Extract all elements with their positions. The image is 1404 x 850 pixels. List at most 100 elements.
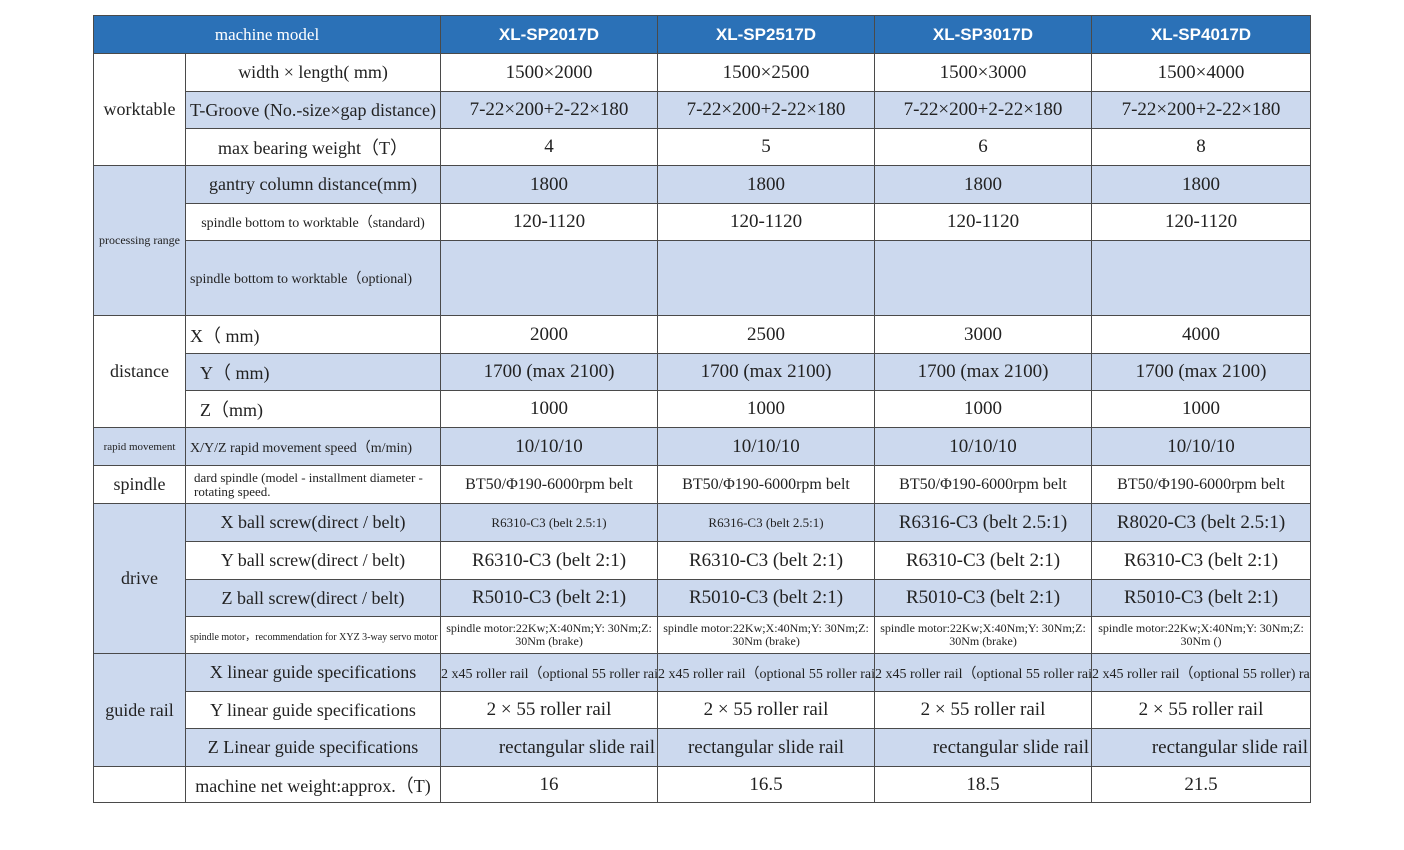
- category-empty: [93, 766, 186, 803]
- cell: 1000: [874, 390, 1093, 428]
- cell: 2 x45 roller rail（optional 55 roller rai…: [874, 653, 1093, 692]
- table-row: guide rail X linear guide specifications…: [93, 653, 1312, 767]
- cell: 10/10/10: [440, 427, 659, 466]
- category-drive: drive: [93, 503, 186, 654]
- table-row: rapid movement X/Y/Z rapid movement spee…: [93, 427, 1312, 466]
- cell: R6310-C3 (belt 2:1): [657, 541, 876, 580]
- cell: R6316-C3 (belt 2.5:1): [874, 503, 1093, 542]
- cell: 1500×2500: [657, 53, 876, 92]
- row-label: spindle motor，recommendation for XYZ 3-w…: [184, 616, 442, 654]
- table-row: Z（mm) 1000 1000 1000 1000: [94, 390, 1312, 428]
- cell: 1800: [440, 165, 659, 204]
- cell: R8020-C3 (belt 2.5:1): [1091, 503, 1312, 542]
- cell: 10/10/10: [874, 427, 1093, 466]
- table-row: Y（ mm) 1700 (max 2100) 1700 (max 2100) 1…: [94, 353, 1312, 391]
- row-label: Y linear guide specifications: [184, 691, 442, 729]
- cell: 2 × 55 roller rail: [1091, 691, 1312, 729]
- cell: 21.5: [1091, 766, 1312, 803]
- cell: 18.5: [874, 766, 1093, 803]
- cell: rectangular slide rail: [440, 728, 659, 767]
- table-row: machine net weight:approx.（T) 16 16.5 18…: [93, 766, 1312, 803]
- row-label: Y（ mm): [184, 353, 442, 391]
- cell: rectangular slide rail: [657, 728, 876, 767]
- header-row: machine model XL-SP2017D XL-SP2517D XL-S…: [92, 15, 1312, 54]
- table-row: spindle dard spindle (model - installmen…: [93, 465, 1312, 504]
- category-processing-range: processing range: [93, 165, 186, 316]
- cell: 1700 (max 2100): [1091, 353, 1312, 391]
- cell: R5010-C3 (belt 2:1): [1091, 579, 1312, 617]
- spec-table: machine model XL-SP2017D XL-SP2517D XL-S…: [92, 15, 1312, 803]
- cell: R5010-C3 (belt 2:1): [874, 579, 1093, 617]
- cell: R6316-C3 (belt 2.5:1): [657, 503, 876, 542]
- cell: rectangular slide rail: [874, 728, 1093, 767]
- cell: 7-22×200+2-22×180: [657, 91, 876, 129]
- cell: 1700 (max 2100): [440, 353, 659, 391]
- table-row: processing range gantry column distance(…: [93, 165, 1312, 316]
- table-row: T-Groove (No.-size×gap distance) 7-22×20…: [94, 91, 1312, 129]
- category-distance: distance: [93, 315, 186, 428]
- table-row: distance X（ mm) 2000 2500 3000 4000: [93, 315, 1312, 428]
- cell: 120-1120: [1091, 203, 1312, 241]
- cell: BT50/Φ190-6000rpm belt: [657, 465, 876, 504]
- row-label: Z ball screw(direct / belt): [184, 579, 442, 617]
- table-row: Y ball screw(direct / belt) R6310-C3 (be…: [94, 541, 1312, 580]
- table-row: Z ball screw(direct / belt) R5010-C3 (be…: [94, 579, 1312, 617]
- cell: 1000: [657, 390, 876, 428]
- cell: [657, 240, 876, 316]
- cell: [1091, 240, 1312, 316]
- cell: spindle motor:22Kw;X:40Nm;Y: 30Nm;Z: 30N…: [1091, 616, 1312, 654]
- cell: 10/10/10: [657, 427, 876, 466]
- category-worktable: worktable: [93, 53, 186, 166]
- row-label: X/Y/Z rapid movement speed（m/min): [184, 427, 442, 466]
- row-label: dard spindle (model - installment diamet…: [184, 465, 442, 504]
- table-row: Y linear guide specifications 2 × 55 rol…: [94, 691, 1312, 729]
- category-guide-rail: guide rail: [93, 653, 186, 767]
- cell: rectangular slide rail: [1091, 728, 1312, 767]
- row-label: max bearing weight（T）: [184, 128, 442, 166]
- row-label: Z（mm): [184, 390, 442, 428]
- cell: 8: [1091, 128, 1312, 166]
- row-label: Y ball screw(direct / belt): [184, 541, 442, 580]
- cell: R5010-C3 (belt 2:1): [657, 579, 876, 617]
- cell: R6310-C3 (belt 2:1): [874, 541, 1093, 580]
- header-title: machine model: [92, 15, 442, 54]
- category-spindle: spindle: [93, 465, 186, 504]
- cell: 10/10/10: [1091, 427, 1312, 466]
- cell: 1000: [1091, 390, 1312, 428]
- row-label: spindle bottom to worktable（optional): [184, 240, 442, 316]
- cell: BT50/Φ190-6000rpm belt: [440, 465, 659, 504]
- table-row: spindle bottom to worktable（optional): [94, 240, 1312, 316]
- cell: 120-1120: [874, 203, 1093, 241]
- cell: 1500×4000: [1091, 53, 1312, 92]
- cell: spindle motor:22Kw;X:40Nm;Y: 30Nm;Z: 30N…: [440, 616, 659, 654]
- cell: 1500×3000: [874, 53, 1093, 92]
- row-label: spindle bottom to worktable（standard): [184, 203, 442, 241]
- cell: 16.5: [657, 766, 876, 803]
- row-label: X（ mm): [184, 315, 442, 354]
- cell: 2 × 55 roller rail: [440, 691, 659, 729]
- cell: 7-22×200+2-22×180: [874, 91, 1093, 129]
- cell: 1000: [440, 390, 659, 428]
- cell: R6310-C3 (belt 2.5:1): [440, 503, 659, 542]
- cell: 2500: [657, 315, 876, 354]
- cell: 4: [440, 128, 659, 166]
- cell: BT50/Φ190-6000rpm belt: [1091, 465, 1312, 504]
- cell: 16: [440, 766, 659, 803]
- table-row: max bearing weight（T） 4 5 6 8: [94, 128, 1312, 166]
- category-rapid-movement: rapid movement: [93, 427, 186, 466]
- cell: 1800: [1091, 165, 1312, 204]
- cell: 6: [874, 128, 1093, 166]
- model-4: XL-SP4017D: [1091, 15, 1312, 54]
- table-row: spindle bottom to worktable（standard) 12…: [94, 203, 1312, 241]
- model-1: XL-SP2017D: [440, 15, 659, 54]
- cell: BT50/Φ190-6000rpm belt: [874, 465, 1093, 504]
- model-3: XL-SP3017D: [874, 15, 1093, 54]
- table-row: drive X ball screw(direct / belt) R6310-…: [93, 503, 1312, 654]
- cell: R6310-C3 (belt 2:1): [1091, 541, 1312, 580]
- cell: R6310-C3 (belt 2:1): [440, 541, 659, 580]
- row-label: gantry column distance(mm): [184, 165, 442, 204]
- cell: R5010-C3 (belt 2:1): [440, 579, 659, 617]
- cell: 120-1120: [440, 203, 659, 241]
- cell: spindle motor:22Kw;X:40Nm;Y: 30Nm;Z: 30N…: [657, 616, 876, 654]
- cell: 2000: [440, 315, 659, 354]
